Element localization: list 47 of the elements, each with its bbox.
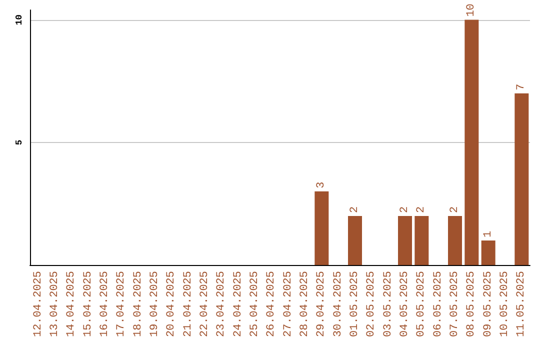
bar	[314, 191, 329, 265]
bar	[414, 216, 429, 265]
data-label: 10	[466, 4, 478, 17]
x-tick-label: 29.04.2025	[316, 270, 328, 338]
x-tick-label: 26.04.2025	[266, 270, 278, 338]
x-tick-label: 15.04.2025	[82, 270, 94, 338]
x-tick-label: 04.05.2025	[399, 270, 411, 338]
data-label: 7	[516, 84, 528, 90]
x-tick-label: 10.05.2025	[499, 270, 511, 338]
x-tick-label: 07.05.2025	[449, 270, 461, 338]
y-tick-label: 5	[14, 140, 24, 146]
x-tick-label: 16.04.2025	[99, 270, 111, 338]
x-tick-label: 17.04.2025	[116, 270, 128, 338]
x-tick-label: 11.05.2025	[516, 270, 528, 338]
x-tick-label: 19.04.2025	[149, 270, 161, 338]
data-label: 2	[449, 206, 461, 213]
x-tick-label: 08.05.2025	[466, 270, 478, 338]
x-tick-label: 24.04.2025	[232, 270, 244, 338]
bar	[348, 216, 362, 265]
x-tick-label: 18.04.2025	[132, 270, 144, 338]
x-tick-label: 28.04.2025	[299, 270, 311, 338]
bar	[514, 93, 529, 265]
x-tick-label: 03.05.2025	[382, 270, 394, 338]
x-tick-label: 12.04.2025	[32, 270, 44, 338]
x-tick-label: 27.04.2025	[282, 270, 294, 338]
data-label: 3	[316, 182, 328, 188]
data-label: 1	[482, 230, 494, 238]
bar	[481, 240, 496, 265]
x-tick-label: 21.04.2025	[182, 270, 194, 338]
x-tick-label: 13.04.2025	[49, 270, 61, 338]
x-tick-label: 05.05.2025	[416, 270, 428, 338]
data-label: 2	[349, 206, 361, 213]
x-tick-label: 14.04.2025	[66, 270, 78, 338]
x-tick-label: 02.05.2025	[366, 270, 378, 338]
x-tick-label: 20.04.2025	[166, 270, 178, 338]
x-tick-label: 30.04.2025	[332, 270, 344, 338]
x-tick-label: 09.05.2025	[482, 270, 494, 338]
x-tick-label: 25.04.2025	[249, 270, 261, 338]
data-label: 2	[399, 206, 411, 213]
bar	[398, 216, 412, 265]
x-tick-label: 06.05.2025	[432, 270, 444, 338]
bar	[464, 20, 479, 265]
x-tick-label: 23.04.2025	[216, 270, 228, 338]
bar	[448, 216, 462, 265]
x-tick-label: 22.04.2025	[199, 270, 211, 338]
x-tick-label: 01.05.2025	[349, 270, 361, 338]
data-label: 2	[416, 206, 428, 213]
